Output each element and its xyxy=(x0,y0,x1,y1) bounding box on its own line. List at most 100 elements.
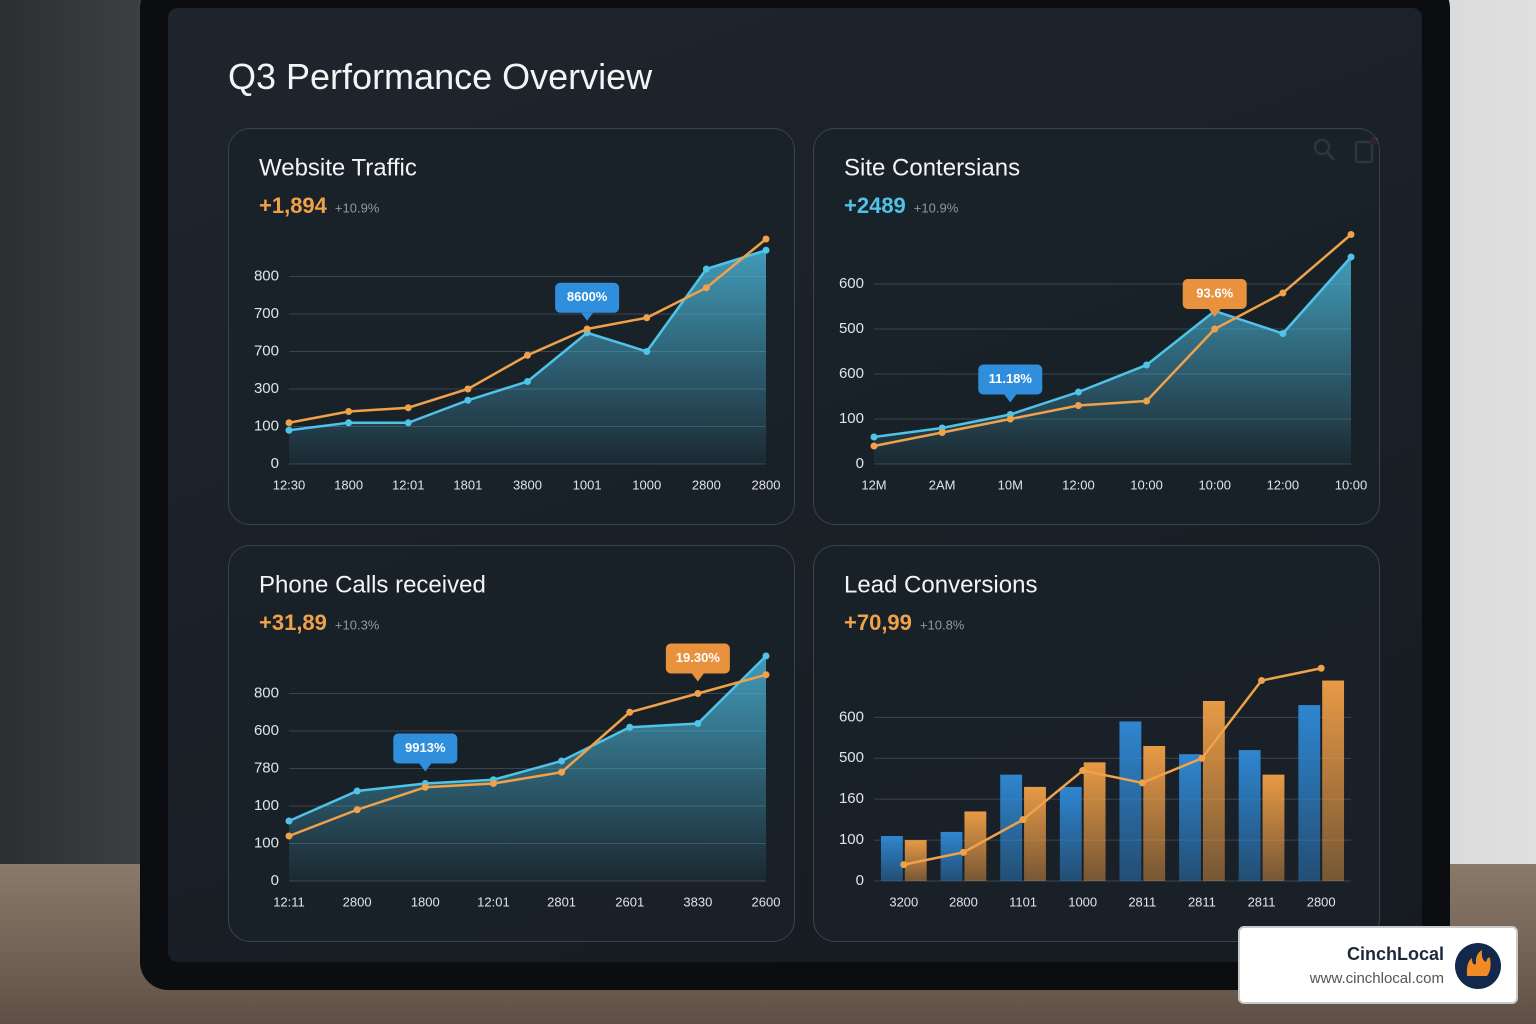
line xyxy=(288,673,767,838)
point xyxy=(285,426,293,434)
y-tick-label: 800 xyxy=(254,267,279,284)
point xyxy=(643,314,651,322)
brand-badge[interactable]: CinchLocal www.cinchlocal.com xyxy=(1238,926,1518,1004)
x-tick-label: 2AM xyxy=(929,477,956,492)
y-tick-label: 600 xyxy=(839,708,864,725)
point xyxy=(1143,361,1151,369)
point xyxy=(1258,677,1266,685)
y-tick-label: 100 xyxy=(254,797,279,814)
x-tick-label: 2811 xyxy=(1188,894,1216,909)
chart-title: Phone Calls received xyxy=(259,571,486,598)
headline-value: +1,894 xyxy=(259,193,328,218)
y-tick-label: 600 xyxy=(839,365,864,382)
point xyxy=(464,385,472,393)
point xyxy=(870,433,878,441)
callout: 8600% xyxy=(555,282,620,321)
point xyxy=(345,408,353,415)
y-tick-label: 700 xyxy=(254,305,279,322)
y-tick-label: 0 xyxy=(271,455,279,472)
bar xyxy=(1059,786,1082,881)
point xyxy=(870,442,878,450)
point xyxy=(285,832,293,840)
bar xyxy=(940,831,963,881)
bar xyxy=(1143,746,1166,881)
x-tick-label: 2811 xyxy=(1128,894,1156,909)
callout-pointer xyxy=(1004,394,1017,403)
y-tick-label: 160 xyxy=(839,790,864,807)
point xyxy=(900,861,908,869)
callout: 93.6% xyxy=(1182,279,1247,317)
bar xyxy=(1024,786,1046,881)
y-tick-label: 100 xyxy=(839,831,864,848)
chart: Website Traffic +1,894 +10.9% 0 100 300 700 700… xyxy=(254,154,780,492)
callout-box xyxy=(555,282,620,313)
dashboard-title: Q3 Performance Overview xyxy=(228,56,653,97)
y-tick-label: 100 xyxy=(254,417,279,434)
callout-pointer xyxy=(581,312,594,321)
point xyxy=(285,419,293,427)
x-tick-label: 1801 xyxy=(453,477,482,492)
chart-card: Site Contersians +2489 +10.9% 0 100 600 500 600… xyxy=(813,128,1380,525)
point xyxy=(1317,664,1325,672)
x-tick-label: 1800 xyxy=(411,894,440,909)
callout-label: 8600% xyxy=(567,289,608,304)
point xyxy=(1019,816,1027,824)
callout-label: 11.18% xyxy=(989,371,1033,386)
point xyxy=(524,351,531,359)
bar xyxy=(1000,774,1023,881)
x-tick-label: 2601 xyxy=(615,894,644,909)
x-tick-label: 12:01 xyxy=(392,477,425,492)
callout-pointer xyxy=(691,673,704,682)
point xyxy=(1279,289,1287,297)
point xyxy=(626,723,634,731)
point xyxy=(404,404,412,412)
point xyxy=(762,671,770,679)
point xyxy=(1138,779,1146,787)
point xyxy=(421,783,429,791)
x-tick-label: 1101 xyxy=(1009,894,1037,909)
x-tick-label: 2800 xyxy=(343,894,372,909)
area xyxy=(874,257,1351,464)
change-value: +10.8% xyxy=(920,617,965,632)
bar xyxy=(1262,774,1285,881)
x-tick-label: 1001 xyxy=(573,477,602,492)
x-tick-label: 3200 xyxy=(889,894,918,909)
point xyxy=(1079,767,1087,775)
point xyxy=(285,817,293,825)
x-tick-label: 10:00 xyxy=(1198,477,1231,492)
point xyxy=(558,768,566,776)
callout-box xyxy=(393,733,458,764)
point xyxy=(959,848,967,856)
x-tick-label: 12:00 xyxy=(1267,477,1300,492)
chart-title: Website Traffic xyxy=(259,154,417,181)
bar xyxy=(880,836,903,881)
headline-value: +70,99 xyxy=(844,610,912,635)
callout: 9913% xyxy=(393,733,458,772)
y-tick-label: 600 xyxy=(839,275,864,292)
point xyxy=(353,806,361,814)
callout-label: 19.30% xyxy=(676,650,721,665)
callout: 19.30% xyxy=(665,643,730,682)
y-tick-label: 800 xyxy=(254,684,279,701)
x-tick-label: 2600 xyxy=(752,894,781,909)
y-tick-label: 780 xyxy=(254,759,279,776)
x-tick-label: 2800 xyxy=(1307,894,1336,909)
y-tick-label: 0 xyxy=(856,872,864,889)
callout-box xyxy=(1182,279,1247,309)
callout-box xyxy=(665,643,730,674)
brand-logo xyxy=(1455,943,1501,989)
x-tick-label: 12:01 xyxy=(477,894,510,909)
line xyxy=(903,667,1322,866)
chart: Phone Calls received +31,89 +10.3% 0 100 100 7… xyxy=(254,571,781,909)
point xyxy=(938,429,946,436)
point xyxy=(762,235,770,243)
x-tick-label: 12M xyxy=(861,477,886,492)
point xyxy=(353,787,361,795)
chart-title: Site Contersians xyxy=(844,154,1020,181)
bar xyxy=(1322,680,1345,881)
bar xyxy=(1238,750,1261,881)
point xyxy=(1279,330,1287,337)
y-tick-label: 300 xyxy=(254,380,279,397)
brand-name: CinchLocal xyxy=(1346,944,1444,964)
